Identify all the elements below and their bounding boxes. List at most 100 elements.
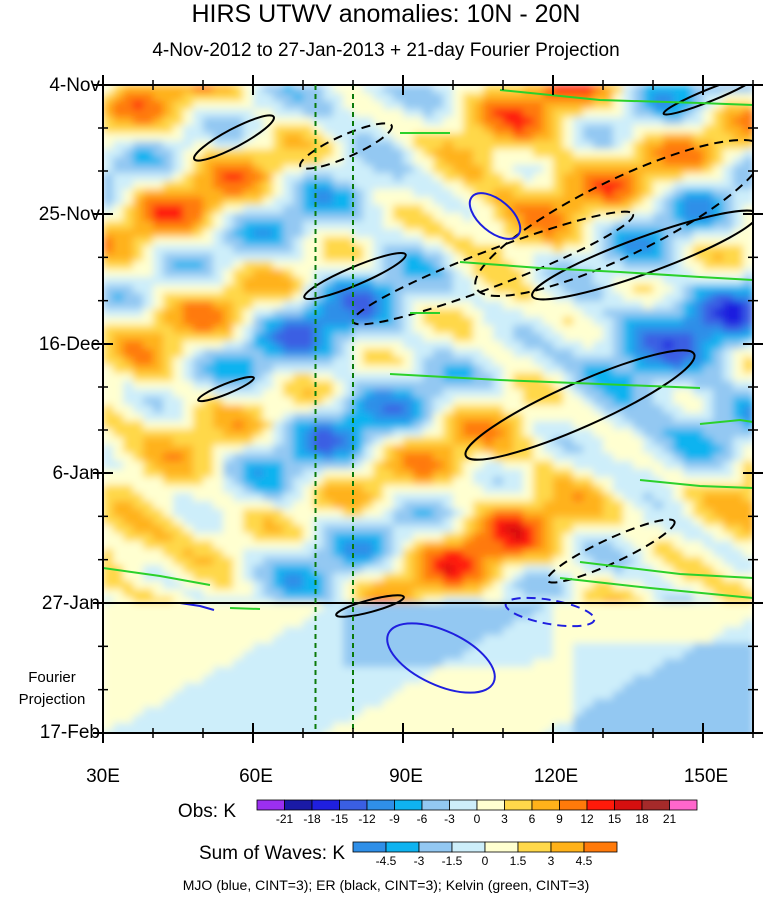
field-cell	[693, 477, 704, 486]
field-cell	[373, 229, 384, 238]
field-cell	[503, 565, 514, 574]
field-cell	[263, 373, 274, 382]
field-cell	[293, 93, 304, 102]
field-cell	[503, 133, 514, 142]
field-cell	[443, 261, 454, 270]
field-cell	[473, 675, 484, 684]
field-cell	[713, 429, 724, 438]
field-cell	[673, 397, 684, 406]
field-cell	[463, 309, 474, 318]
field-cell	[603, 413, 614, 422]
field-cell	[713, 557, 724, 566]
field-cell	[683, 349, 694, 358]
field-cell	[313, 477, 324, 486]
field-cell	[243, 611, 254, 620]
field-cell	[693, 659, 704, 668]
field-cell	[573, 117, 584, 126]
field-cell	[253, 205, 264, 214]
field-cell	[453, 301, 464, 310]
field-cell	[433, 565, 444, 574]
field-cell	[393, 533, 404, 542]
field-cell	[503, 269, 514, 278]
field-cell	[483, 253, 494, 262]
field-cell	[583, 597, 594, 606]
field-cell	[433, 229, 444, 238]
field-cell	[193, 221, 204, 230]
field-cell	[563, 341, 574, 350]
field-cell	[713, 149, 724, 158]
field-cell	[353, 293, 364, 302]
field-cell	[153, 365, 164, 374]
field-cell	[403, 501, 414, 510]
field-cell	[343, 413, 354, 422]
field-cell	[503, 651, 514, 660]
field-cell	[513, 253, 524, 262]
field-cell	[443, 181, 454, 190]
field-cell	[403, 413, 414, 422]
field-cell	[223, 293, 234, 302]
field-cell	[693, 309, 704, 318]
field-cell	[243, 573, 254, 582]
field-cell	[163, 405, 174, 414]
field-cell	[683, 581, 694, 590]
field-cell	[553, 229, 564, 238]
field-cell	[413, 109, 424, 118]
field-cell	[623, 565, 634, 574]
field-cell	[113, 397, 124, 406]
field-cell	[403, 269, 414, 278]
field-cell	[393, 627, 404, 636]
field-cell	[373, 141, 384, 150]
field-cell	[133, 485, 144, 494]
field-cell	[483, 635, 494, 644]
field-cell	[153, 317, 164, 326]
field-cell	[183, 333, 194, 342]
field-cell	[213, 405, 224, 414]
field-cell	[443, 493, 454, 502]
field-cell	[553, 421, 564, 430]
field-cell	[103, 197, 114, 206]
field-cell	[163, 445, 174, 454]
field-cell	[643, 659, 654, 668]
field-cell	[433, 397, 444, 406]
field-cell	[603, 317, 614, 326]
field-cell	[263, 293, 274, 302]
field-cell	[123, 461, 134, 470]
field-cell	[513, 573, 524, 582]
field-cell	[203, 691, 214, 700]
field-cell	[513, 533, 524, 542]
field-cell	[583, 381, 594, 390]
field-cell	[273, 573, 284, 582]
field-cell	[213, 501, 224, 510]
field-cell	[583, 509, 594, 518]
field-cell	[643, 189, 654, 198]
field-cell	[113, 373, 124, 382]
field-cell	[123, 205, 134, 214]
field-cell	[303, 565, 314, 574]
field-cell	[573, 341, 584, 350]
field-cell	[353, 589, 364, 598]
field-cell	[493, 509, 504, 518]
field-cell	[673, 557, 684, 566]
field-cell	[573, 133, 584, 142]
field-cell	[273, 421, 284, 430]
field-cell	[403, 557, 414, 566]
field-cell	[663, 597, 674, 606]
field-cell	[113, 635, 124, 644]
field-cell	[303, 397, 314, 406]
field-cell	[463, 573, 474, 582]
field-cell	[723, 603, 734, 612]
field-cell	[413, 557, 424, 566]
field-cell	[513, 365, 524, 374]
field-cell	[363, 141, 374, 150]
field-cell	[703, 627, 714, 636]
field-cell	[173, 165, 184, 174]
field-cell	[633, 683, 644, 692]
field-cell	[563, 525, 574, 534]
field-cell	[203, 517, 214, 526]
field-cell	[413, 533, 424, 542]
field-cell	[703, 667, 714, 676]
field-cell	[413, 253, 424, 262]
field-cell	[743, 165, 753, 174]
field-cell	[383, 301, 394, 310]
field-cell	[453, 341, 464, 350]
